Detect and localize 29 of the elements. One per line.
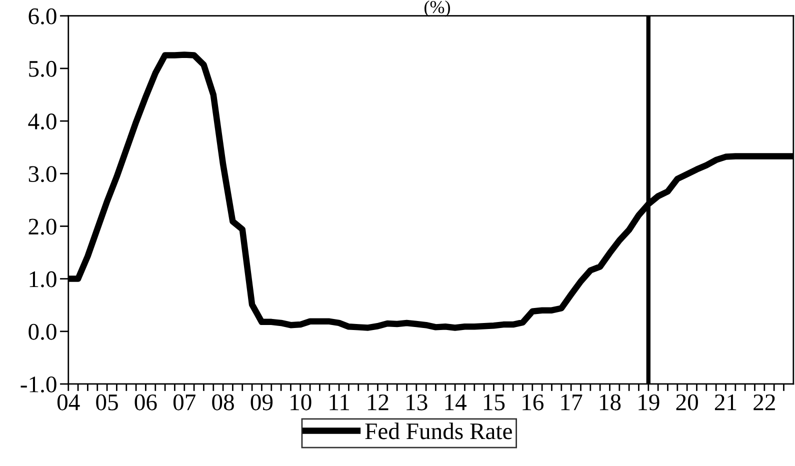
y-tick-label: 2.0 bbox=[28, 218, 56, 235]
x-tick-label: 07 bbox=[173, 394, 196, 410]
y-tick-label: 4.0 bbox=[28, 114, 56, 130]
legend-label: Fed Funds Rate bbox=[365, 422, 512, 440]
x-tick-label: 17 bbox=[561, 394, 582, 410]
x-tick-label: 14 bbox=[445, 394, 466, 410]
x-tick-label: 15 bbox=[484, 394, 505, 410]
x-tick-label: 18 bbox=[600, 394, 621, 410]
x-tick-label: 12 bbox=[368, 394, 388, 410]
y-tick-label: -1.0 bbox=[20, 376, 56, 393]
x-tick-label: 05 bbox=[96, 394, 118, 410]
x-tick-label: 13 bbox=[406, 394, 428, 410]
y-tick-label: 5.0 bbox=[29, 60, 56, 77]
x-tick-label: 16 bbox=[522, 394, 544, 410]
x-tick-label: 09 bbox=[250, 394, 273, 410]
x-tick-label: 11 bbox=[330, 394, 349, 410]
x-tick-label: 08 bbox=[212, 394, 234, 410]
x-tick-label: 22 bbox=[754, 394, 775, 410]
x-tick-label: 04 bbox=[57, 394, 80, 410]
y-tick-label: 6.0 bbox=[28, 8, 56, 24]
chart-title: (%) bbox=[424, 0, 450, 17]
y-tick-label: 3.0 bbox=[28, 166, 56, 182]
y-tick-label: 1.0 bbox=[30, 271, 56, 288]
x-tick-label: 10 bbox=[290, 394, 312, 410]
x-tick-label: 19 bbox=[638, 394, 660, 410]
y-tick-label: 0.0 bbox=[28, 324, 56, 340]
x-tick-label: 21 bbox=[714, 394, 736, 410]
x-tick-label: 20 bbox=[676, 394, 698, 410]
x-tick-label: 06 bbox=[134, 394, 157, 410]
